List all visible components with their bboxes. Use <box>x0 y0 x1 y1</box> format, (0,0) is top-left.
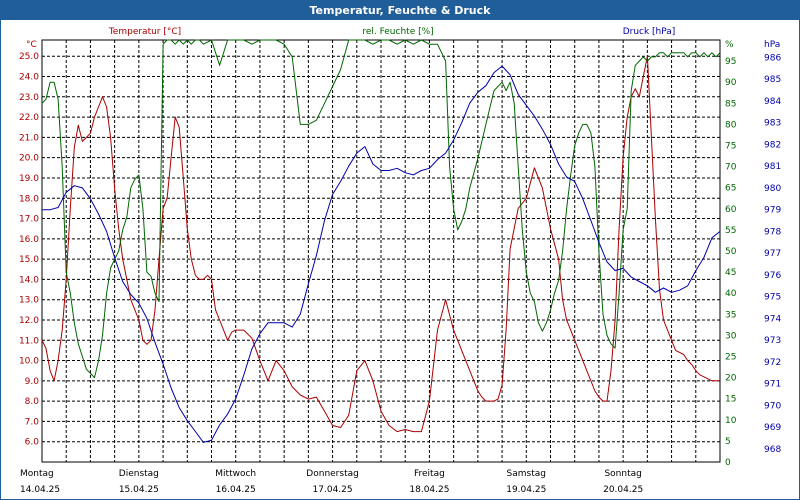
pressure-tick-4: 972 <box>764 358 781 368</box>
day-date-1: 15.04.25 <box>119 485 159 495</box>
pressure-tick-8: 976 <box>764 271 781 281</box>
humidity-tick-13: 65 <box>725 184 736 194</box>
temperature-tick-11: 17.0 <box>19 215 39 225</box>
humidity-tick-19: 95 <box>725 57 736 67</box>
temperature-tick-13: 19.0 <box>19 174 39 184</box>
pressure-axis: 968 969 970 971 972 973 974 975 976 977 978 979 980 9… <box>764 53 781 455</box>
humidity-axis-label: rel. Feuchte [%] <box>362 27 433 37</box>
day-name-4: Freitag <box>414 469 445 479</box>
pressure-tick-18: 986 <box>764 53 781 63</box>
temperature-tick-15: 21.0 <box>19 133 39 143</box>
humidity-tick-3: 15 <box>725 395 736 405</box>
day-name-3: Donnerstag <box>306 469 359 479</box>
temperature-tick-8: 14.0 <box>19 275 39 285</box>
pressure-tick-7: 975 <box>764 293 781 303</box>
temperature-tick-12: 18.0 <box>19 194 39 204</box>
window-title: Temperatur, Feuchte & Druck <box>1 1 799 20</box>
day-name-1: Dienstag <box>119 469 159 479</box>
day-date-2: 16.04.25 <box>216 485 256 495</box>
temperature-tick-14: 20.0 <box>19 154 39 164</box>
temperature-tick-19: 25.0 <box>19 52 39 62</box>
humidity-tick-6: 30 <box>725 331 737 341</box>
temperature-axis-unit: °C <box>26 40 37 50</box>
pressure-tick-11: 979 <box>764 206 781 216</box>
humidity-tick-16: 80 <box>725 120 737 130</box>
humidity-tick-12: 60 <box>725 205 737 215</box>
temperature-tick-18: 24.0 <box>19 73 39 83</box>
temperature-tick-7: 13.0 <box>19 296 39 306</box>
temperature-tick-17: 23.0 <box>19 93 39 103</box>
x-axis: Montag 14.04.25 Dienstag 15.04.25 Mittwoch 16… <box>20 469 643 495</box>
pressure-tick-15: 983 <box>764 119 781 129</box>
humidity-tick-7: 35 <box>725 310 736 320</box>
pressure-tick-1: 969 <box>764 423 781 433</box>
temperature-tick-4: 10.0 <box>19 357 39 367</box>
temperature-tick-9: 15.0 <box>19 255 39 265</box>
humidity-tick-17: 85 <box>725 99 736 109</box>
temperature-tick-16: 22.0 <box>19 113 39 123</box>
pressure-tick-6: 974 <box>764 314 781 324</box>
day-name-0: Montag <box>20 469 54 479</box>
pressure-tick-9: 977 <box>764 249 781 259</box>
day-date-0: 14.04.25 <box>20 485 60 495</box>
humidity-tick-8: 40 <box>725 289 737 299</box>
pressure-tick-5: 973 <box>764 336 781 346</box>
pressure-tick-13: 981 <box>764 162 781 172</box>
temperature-tick-2: 8.0 <box>25 397 40 407</box>
pressure-axis-unit: hPa <box>764 40 780 50</box>
humidity-tick-15: 75 <box>725 142 736 152</box>
day-name-6: Sonntag <box>604 469 641 479</box>
humidity-tick-1: 5 <box>725 437 731 447</box>
temperature-tick-1: 7.0 <box>25 417 40 427</box>
day-date-5: 19.04.25 <box>506 485 546 495</box>
day-date-4: 18.04.25 <box>409 485 449 495</box>
day-name-5: Samstag <box>507 469 546 479</box>
pressure-tick-14: 982 <box>764 140 781 150</box>
pressure-tick-2: 970 <box>764 401 781 411</box>
humidity-tick-2: 10 <box>725 416 737 426</box>
temperature-tick-3: 9.0 <box>25 377 40 387</box>
day-date-6: 20.04.25 <box>603 485 643 495</box>
humidity-axis: 0 5 10 15 20 25 30 35 40 45 50 55 60 65 70 75 80 85 90 95 <box>725 57 737 468</box>
temperature-axis-label: Temperatur [°C] <box>108 27 181 37</box>
pressure-tick-12: 980 <box>764 184 781 194</box>
pressure-tick-10: 978 <box>764 227 781 237</box>
temperature-tick-5: 11.0 <box>19 336 39 346</box>
series-layer <box>41 39 721 443</box>
series-humidity-line <box>41 39 721 379</box>
temperature-tick-6: 12.0 <box>19 316 39 326</box>
day-name-2: Mittwoch <box>215 469 256 479</box>
humidity-tick-18: 90 <box>725 78 737 88</box>
humidity-axis-unit: % <box>725 40 734 50</box>
temperature-tick-0: 6.0 <box>25 438 40 448</box>
humidity-tick-4: 20 <box>725 374 737 384</box>
humidity-tick-5: 25 <box>725 353 736 363</box>
pressure-tick-0: 968 <box>764 445 781 455</box>
humidity-tick-11: 55 <box>725 226 736 236</box>
day-date-3: 17.04.25 <box>313 485 353 495</box>
humidity-tick-10: 50 <box>725 247 737 257</box>
humidity-tick-14: 70 <box>725 163 737 173</box>
temperature-axis: 6.0 7.0 8.0 9.0 10.0 11.0 12.0 13.0 14.0 15.0 16.0… <box>19 52 39 447</box>
pressure-tick-3: 971 <box>764 380 781 390</box>
temperature-tick-10: 16.0 <box>19 235 39 245</box>
humidity-tick-0: 0 <box>725 458 731 468</box>
humidity-tick-9: 45 <box>725 268 736 278</box>
pressure-tick-16: 984 <box>764 97 781 107</box>
pressure-axis-label: Druck [hPa] <box>623 27 676 37</box>
pressure-tick-17: 985 <box>764 75 781 85</box>
series-pressure-line <box>42 65 721 443</box>
